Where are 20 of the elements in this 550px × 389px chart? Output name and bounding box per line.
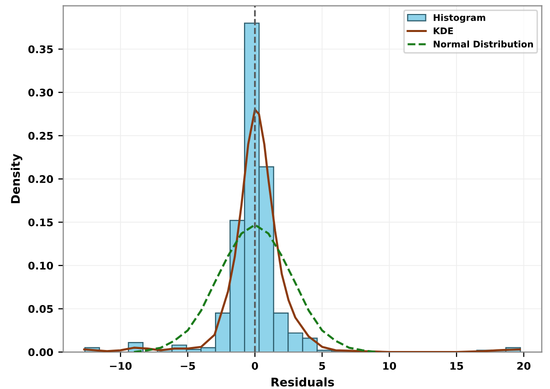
x-tick-label: 5: [319, 362, 326, 370]
y-tick-label: 0.30: [28, 88, 54, 96]
y-axis-title: Density: [10, 154, 22, 204]
y-tick-label: 0.00: [28, 348, 54, 356]
x-tick-label: −5: [180, 362, 195, 370]
y-tick-label: 0.15: [28, 218, 53, 226]
x-tick-label: 15: [450, 362, 464, 370]
x-tick-label: −10: [110, 362, 132, 370]
x-tick-label: 10: [383, 362, 396, 370]
legend-label: Normal Distribution: [434, 40, 533, 48]
y-tick-label: 0.25: [28, 132, 53, 140]
x-tick-label: 0: [252, 362, 258, 370]
legend-label: KDE: [434, 28, 453, 34]
y-tick-label: 0.10: [28, 262, 54, 270]
y-tick-label: 0.05: [28, 304, 53, 313]
x-tick-label: 20: [517, 362, 530, 370]
y-tick-label: 0.20: [28, 175, 54, 184]
x-axis-title: Residuals: [272, 377, 334, 387]
y-tick-label: 0.35: [28, 45, 53, 54]
legend-label: Histogram: [434, 14, 486, 23]
